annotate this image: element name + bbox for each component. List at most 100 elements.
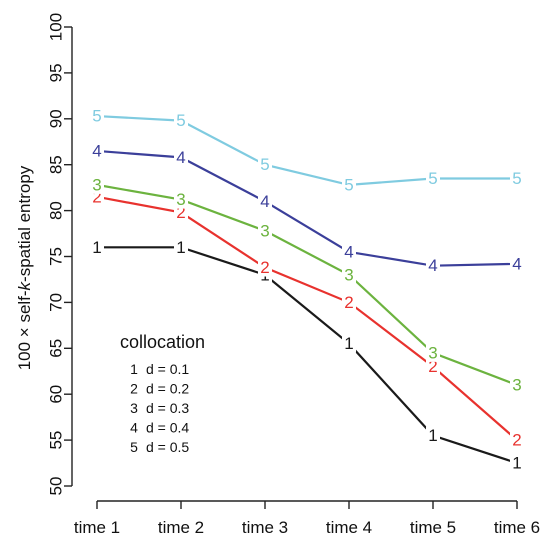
series-1-point: 1 <box>176 238 185 257</box>
series-2-point-bg <box>342 293 356 312</box>
series-2-point: 2 <box>92 187 101 206</box>
series-2-line <box>96 195 518 441</box>
y-tick-label: 60 <box>47 385 66 404</box>
series-points: 111111222222333333444444555555 <box>90 107 524 473</box>
x-tick-label: time 5 <box>410 518 456 537</box>
y-tick-label: 65 <box>47 339 66 358</box>
legend-label: d = 0.4 <box>146 420 189 436</box>
series-4-point: 4 <box>92 141 101 160</box>
series-3-point: 3 <box>512 376 521 395</box>
series-1-point-bg <box>174 238 188 257</box>
series-3-point: 3 <box>176 190 185 209</box>
series-4-point-bg <box>90 141 104 160</box>
series-4-point: 4 <box>260 192 269 211</box>
series-3-point: 3 <box>344 265 353 284</box>
series-1-point-bg <box>90 238 104 257</box>
legend-entries: 1 d = 0.1 2 d = 0.2 3 d = 0.3 4 d = 0.4 5 d = 0.5 <box>130 361 189 455</box>
series-2-point: 2 <box>260 258 269 277</box>
series-3-point-bg <box>258 221 272 240</box>
series-1-point-bg <box>342 334 356 353</box>
series-1-point: 1 <box>512 454 521 473</box>
series-5-point: 5 <box>512 169 521 188</box>
series-3-point-bg <box>510 376 524 395</box>
series-5-point-bg <box>258 155 272 174</box>
y-axis-title-part: 100 × self- <box>15 290 34 370</box>
series-5-point: 5 <box>92 107 101 126</box>
series-1-point: 1 <box>344 334 353 353</box>
y-tick-label: 75 <box>47 247 66 266</box>
y-tick-label: 90 <box>47 109 66 128</box>
series-5-point-bg <box>510 169 524 188</box>
x-axis: time 1 time 2 time 3 time 4 time 5 time 6 <box>74 500 540 537</box>
x-tick-label: time 6 <box>494 518 540 537</box>
y-axis-title-part: -spatial entropy <box>15 165 34 282</box>
x-tick-label: time 4 <box>326 518 372 537</box>
series-2-point-bg <box>426 357 440 376</box>
y-axis-title-part: k <box>15 280 34 290</box>
series-3-line <box>96 183 518 387</box>
y-tick-label: 70 <box>47 293 66 312</box>
legend-label: d = 0.2 <box>146 381 189 397</box>
y-tick-label: 85 <box>47 155 66 174</box>
series-2-point: 2 <box>344 293 353 312</box>
x-tick-label: time 2 <box>158 518 204 537</box>
series-5-point-bg <box>174 111 188 130</box>
series-4-point-bg <box>426 256 440 275</box>
series-2-point: 2 <box>428 357 437 376</box>
series-4-point: 4 <box>344 242 353 261</box>
y-tick-label: 50 <box>47 477 66 496</box>
series-4-point: 4 <box>512 254 521 273</box>
series-2-point-bg <box>258 258 272 277</box>
y-tick-label: 55 <box>47 431 66 450</box>
series-4-line <box>96 149 518 267</box>
series-5-point-bg <box>342 175 356 194</box>
legend-title: collocation <box>120 332 205 352</box>
legend-label: d = 0.3 <box>146 400 189 416</box>
series-1-line <box>97 246 518 465</box>
series-4-point-bg <box>258 192 272 211</box>
y-tick-label: 80 <box>47 201 66 220</box>
series-5-point-bg <box>426 169 440 188</box>
series-3-point-bg <box>426 343 440 362</box>
y-tick-label: 95 <box>47 63 66 82</box>
series-5-line <box>96 114 517 187</box>
series-2-point: 2 <box>176 203 185 222</box>
series-5-point: 5 <box>428 169 437 188</box>
series-5-point-bg <box>90 107 104 126</box>
series-3-point: 3 <box>92 175 101 194</box>
legend-marker: 2 <box>130 381 138 397</box>
y-axis: 50 55 60 65 70 75 80 85 90 95 100 <box>47 13 73 496</box>
series-3-point: 3 <box>260 221 269 240</box>
series-2-point: 2 <box>512 431 521 450</box>
series-4-point: 4 <box>176 148 185 167</box>
legend-label: d = 0.5 <box>146 439 189 455</box>
legend-label: d = 0.1 <box>146 361 189 377</box>
legend-marker: 5 <box>130 439 138 455</box>
y-tick-label: 100 <box>47 13 66 41</box>
series-5-point: 5 <box>260 155 269 174</box>
series-4-point-bg <box>342 242 356 261</box>
legend: collocation 1 d = 0.1 2 d = 0.2 3 d = 0.3 4 d =… <box>120 332 205 455</box>
x-tick-label: time 1 <box>74 518 120 537</box>
series-1-point-bg <box>426 426 440 445</box>
series-5-point: 5 <box>176 111 185 130</box>
y-axis-title: 100 × self-k-spatial entropy <box>15 165 34 370</box>
series-3-point-bg <box>90 175 104 194</box>
series-1-point-bg <box>510 454 524 473</box>
series-3-point-bg <box>174 190 188 209</box>
series-2-point-bg <box>510 431 524 450</box>
series-1-point: 1 <box>428 426 437 445</box>
series-3-point-bg <box>342 265 356 284</box>
series-1-point: 1 <box>92 238 101 257</box>
legend-marker: 3 <box>130 400 138 416</box>
series-3-point: 3 <box>428 343 437 362</box>
legend-marker: 1 <box>130 361 138 377</box>
series-4-point: 4 <box>428 256 437 275</box>
series-5-point: 5 <box>344 175 353 194</box>
series-4-point-bg <box>174 148 188 167</box>
series-4-point-bg <box>510 254 524 273</box>
x-tick-label: time 3 <box>242 518 288 537</box>
series-lines <box>96 114 518 465</box>
legend-marker: 4 <box>130 420 138 436</box>
